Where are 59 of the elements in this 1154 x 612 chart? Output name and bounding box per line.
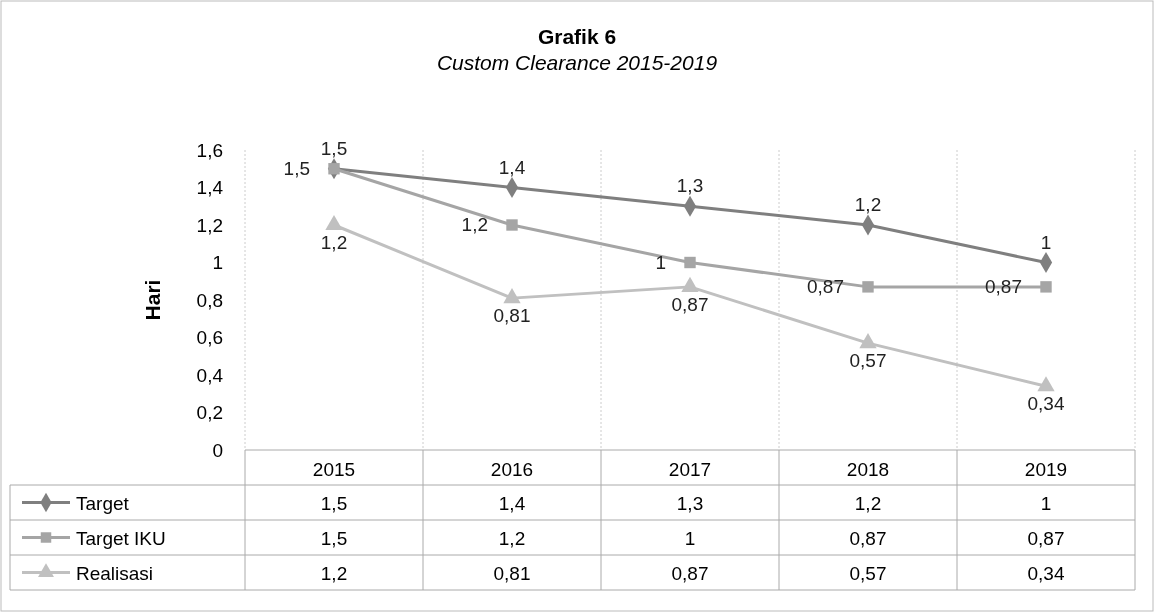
text: 0,87	[671, 293, 709, 315]
chart-subtitle: Custom Clearance 2015-2019	[436, 51, 718, 74]
y-tick-label: 1,6	[196, 139, 223, 161]
data-label: 1,2	[498, 527, 526, 549]
data-label: 0,81	[493, 562, 531, 584]
point	[1037, 376, 1055, 392]
text: 1,2	[320, 232, 348, 253]
data-label: 0,34	[1027, 562, 1065, 584]
x-tick-label: 2017	[668, 459, 712, 480]
point	[1040, 281, 1052, 293]
y-tick-label: 1,2	[196, 214, 223, 236]
point	[506, 219, 518, 231]
point	[859, 333, 877, 349]
data-label: 0,87	[849, 527, 887, 549]
y-axis-title: Hari	[141, 279, 164, 321]
text: 1	[655, 251, 666, 273]
y-tick-label: 0	[212, 439, 223, 461]
data-label: 1	[684, 527, 696, 549]
y-tick-label: 0,2	[196, 402, 223, 423]
y-tick-label: 1,4	[196, 177, 224, 198]
x-tick-label: 2018	[846, 459, 890, 480]
data-label: 0,87	[671, 562, 709, 584]
text: 1,3	[676, 175, 704, 197]
text: 1,4	[498, 156, 526, 178]
point	[503, 288, 521, 304]
legend-label: Target	[76, 492, 130, 514]
text: 0,87	[807, 275, 844, 297]
point	[328, 163, 340, 175]
legend-label: Target IKU	[76, 527, 166, 549]
text: 1	[1040, 231, 1052, 253]
text: 0,87	[985, 275, 1022, 297]
x-tick-label: 2015	[312, 459, 356, 480]
data-label: 1,2	[320, 562, 348, 584]
data-label: 0,87	[1027, 527, 1065, 549]
text: 1,2	[854, 194, 882, 215]
data-label: 0,57	[849, 562, 887, 584]
text: 0,34	[1027, 393, 1065, 415]
data-label: 1,4	[498, 492, 526, 514]
text: 1,2	[461, 214, 488, 235]
data-label: 1,5	[320, 492, 348, 514]
legend-label: Realisasi	[76, 562, 154, 584]
point	[684, 256, 696, 269]
x-tick-label: 2019	[1024, 459, 1068, 480]
point	[862, 281, 874, 293]
data-label: 1	[1040, 492, 1052, 514]
y-tick-label: 1	[212, 252, 223, 273]
text: 0,57	[849, 350, 887, 372]
y-tick-label: 0,4	[196, 364, 224, 386]
y-tick-label: 0,6	[196, 327, 223, 348]
data-label: 1,2	[854, 492, 882, 514]
chart-title: Grafik 6	[537, 25, 617, 48]
text: 0,81	[493, 305, 531, 327]
text: 1,5	[320, 137, 348, 159]
y-tick-label: 0,8	[196, 289, 223, 311]
data-label: 1,5	[320, 527, 348, 549]
x-tick-label: 2016	[490, 459, 534, 480]
data-label: 1,3	[676, 492, 704, 514]
text: 1,5	[283, 157, 310, 179]
point	[681, 276, 699, 292]
